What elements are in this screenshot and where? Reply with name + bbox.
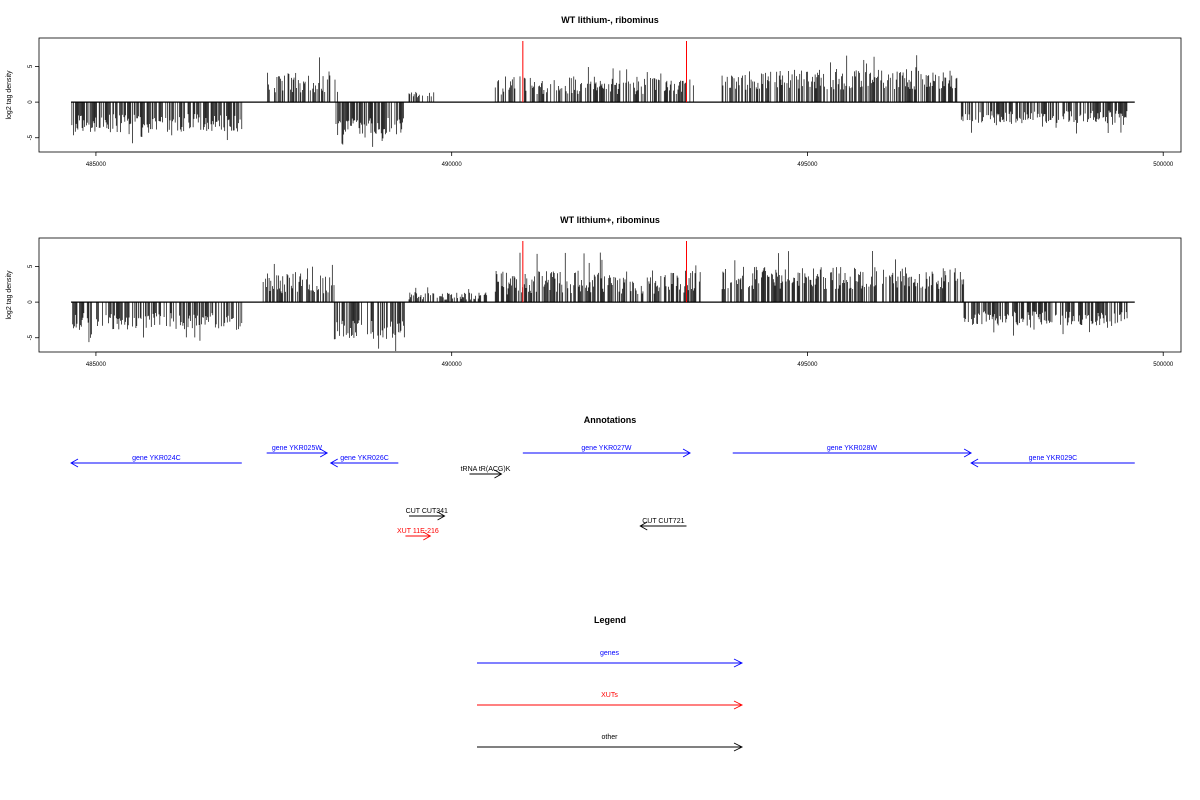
legend-panel: Legend genes XUTs other <box>477 615 744 752</box>
panel-1-x-axis: 485000 490000 495000 500000 <box>86 151 1174 168</box>
x-tick-label: 485000 <box>86 362 107 368</box>
y-tick-label: 5 <box>28 64 34 68</box>
panel-lithium-plus: WT lithium+, ribominus log2 tag density … <box>6 215 1182 368</box>
legend-item-other: other <box>477 734 744 752</box>
annotation-feature: gene YKR024C <box>70 455 242 468</box>
annotation-feature: gene YKR027W <box>522 445 691 458</box>
annotation-label: gene YKR028W <box>827 445 877 452</box>
annotation-feature: tRNA tR(ACG)K <box>461 466 511 479</box>
annotation-features: gene YKR024C gene YKR025W gene YKR026C gene… <box>70 445 1135 541</box>
annotation-feature: CUT CUT721 <box>639 518 687 531</box>
annotation-feature: gene YKR025W <box>266 445 329 458</box>
annotation-label: gene YKR026C <box>340 455 389 462</box>
annotation-label: gene YKR025W <box>272 445 322 452</box>
y-tick-label: 0 <box>28 300 34 304</box>
annotation-feature: CUT CUT341 <box>406 508 448 521</box>
annotation-label: tRNA tR(ACG)K <box>461 466 511 473</box>
panel-2-ylabel: log2 tag density <box>6 270 13 320</box>
annotation-label: CUT CUT721 <box>642 518 684 525</box>
legend-label: genes <box>600 650 620 657</box>
annotation-feature: gene YKR029C <box>970 455 1135 468</box>
y-tick-label: 5 <box>28 264 34 268</box>
panel-1-frame <box>38 37 1182 153</box>
panel-1-ylabel: log2 tag density <box>6 70 13 120</box>
annotation-label: XUT 11E-216 <box>397 528 439 535</box>
annotation-label: gene YKR024C <box>132 455 181 462</box>
x-tick-label: 500000 <box>1153 162 1174 168</box>
legend-item-xuts: XUTs <box>477 692 744 710</box>
panel-1-bars <box>71 55 1128 147</box>
annotation-label: gene YKR029C <box>1029 455 1078 462</box>
panel-2-title: WT lithium+, ribominus <box>560 215 660 225</box>
annotation-label: CUT CUT341 <box>406 508 448 515</box>
x-tick-label: 485000 <box>86 162 107 168</box>
annotations-title: Annotations <box>584 415 637 425</box>
legend-label: XUTs <box>601 692 618 699</box>
legend-items: genes XUTs other <box>477 650 744 752</box>
panel-2-frame <box>38 237 1182 353</box>
x-tick-label: 490000 <box>442 162 463 168</box>
annotation-feature: XUT 11E-216 <box>397 528 439 541</box>
annotation-feature: gene YKR026C <box>329 455 399 468</box>
legend-label: other <box>602 734 619 741</box>
legend-title: Legend <box>594 615 626 625</box>
annotation-label: gene YKR027W <box>581 445 631 452</box>
panel-2-bars <box>72 251 1128 352</box>
panel-2-y-axis: -5 0 5 <box>28 264 40 340</box>
panel-2-markers <box>522 241 687 303</box>
annotation-feature: gene YKR028W <box>732 445 973 458</box>
panel-1-y-axis: -5 0 5 <box>28 64 40 140</box>
panel-2-x-axis: 485000 490000 495000 500000 <box>86 351 1174 368</box>
y-tick-label: -5 <box>28 334 34 340</box>
panel-1-title: WT lithium-, ribominus <box>561 15 659 25</box>
panel-lithium-minus: WT lithium-, ribominus log2 tag density … <box>6 15 1182 168</box>
x-tick-label: 500000 <box>1153 362 1174 368</box>
panel-1-markers <box>522 41 687 103</box>
x-tick-label: 495000 <box>797 162 818 168</box>
legend-item-genes: genes <box>477 650 744 668</box>
x-tick-label: 490000 <box>442 362 463 368</box>
y-tick-label: 0 <box>28 100 34 104</box>
x-tick-label: 495000 <box>797 362 818 368</box>
y-tick-label: -5 <box>28 134 34 140</box>
